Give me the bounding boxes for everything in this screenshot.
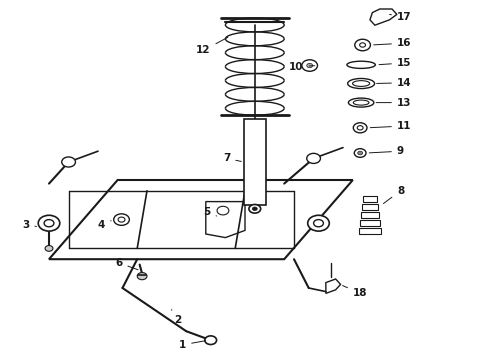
FancyBboxPatch shape [363,196,377,202]
Circle shape [360,43,366,47]
Circle shape [62,157,75,167]
Circle shape [45,246,53,251]
Ellipse shape [348,98,374,107]
Ellipse shape [353,81,369,86]
Polygon shape [206,202,245,238]
Text: 3: 3 [22,220,36,230]
Text: 5: 5 [203,207,217,217]
Circle shape [357,126,363,130]
Circle shape [308,215,329,231]
Circle shape [252,207,257,211]
Ellipse shape [347,61,375,68]
Circle shape [249,204,261,213]
Circle shape [118,217,125,222]
Circle shape [137,273,147,280]
Ellipse shape [353,100,369,105]
Text: 8: 8 [384,186,404,203]
FancyBboxPatch shape [360,220,380,226]
Polygon shape [326,279,341,293]
Text: 14: 14 [377,78,412,88]
Text: 4: 4 [98,220,111,230]
Text: 6: 6 [115,258,138,270]
Text: 2: 2 [172,310,181,325]
Text: 11: 11 [370,121,412,131]
Circle shape [358,151,363,155]
FancyBboxPatch shape [244,119,266,205]
Text: 15: 15 [379,58,412,68]
Circle shape [307,153,320,163]
Text: 16: 16 [374,38,412,48]
Text: 10: 10 [289,62,315,72]
Polygon shape [370,9,397,25]
Circle shape [114,214,129,225]
Circle shape [205,336,217,345]
Text: 17: 17 [390,12,412,22]
Ellipse shape [348,78,375,89]
FancyBboxPatch shape [359,228,381,234]
Circle shape [302,60,318,71]
Text: 7: 7 [223,153,241,163]
Circle shape [354,149,366,157]
Circle shape [314,220,323,227]
Text: 1: 1 [179,340,205,350]
Text: 13: 13 [376,98,412,108]
Text: 18: 18 [343,285,368,298]
FancyBboxPatch shape [362,204,378,210]
Circle shape [217,206,229,215]
Circle shape [307,63,313,68]
Circle shape [38,215,60,231]
Circle shape [355,39,370,51]
FancyBboxPatch shape [361,212,379,218]
Circle shape [353,123,367,133]
Text: 9: 9 [369,146,404,156]
Circle shape [44,220,54,227]
Text: 12: 12 [196,37,228,55]
